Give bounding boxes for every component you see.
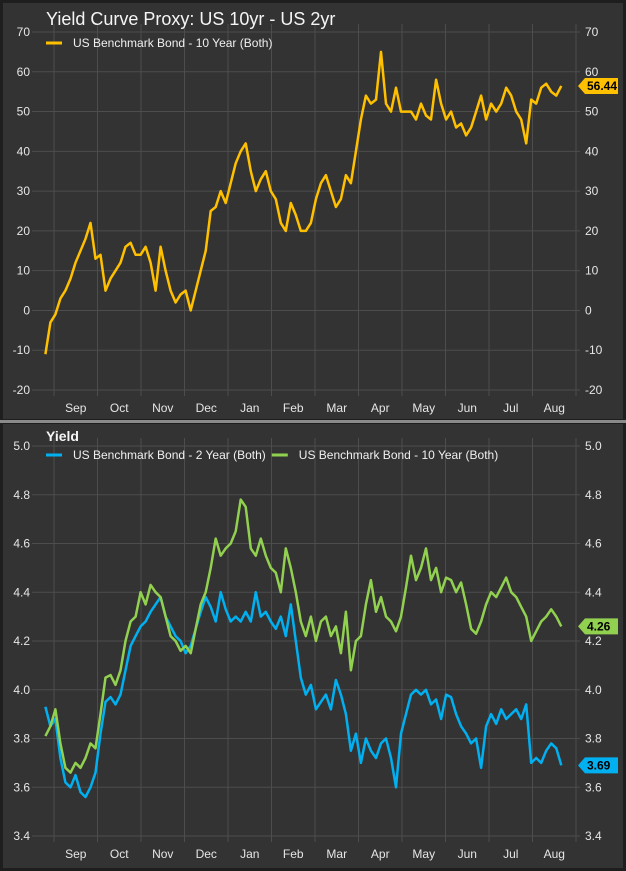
y-tick-label-right: 60 bbox=[585, 65, 599, 79]
y-tick-label-left: 70 bbox=[17, 25, 31, 39]
x-tick-label: May bbox=[412, 401, 435, 415]
y-tick-label-right: 70 bbox=[585, 25, 599, 39]
y-tick-label-right: 3.8 bbox=[585, 732, 602, 746]
legend-label: US Benchmark Bond - 10 Year (Both) bbox=[299, 448, 498, 462]
plot-area bbox=[36, 24, 576, 398]
y-tick-label-right: 4.4 bbox=[585, 585, 602, 599]
panel-divider[interactable] bbox=[0, 420, 626, 423]
x-tick-label: Nov bbox=[152, 401, 173, 415]
x-tick-label: Sep bbox=[65, 847, 87, 861]
y-tick-label-left: 3.4 bbox=[13, 829, 30, 843]
y-tick-label-right: 5.0 bbox=[585, 439, 602, 453]
x-tick-label: Feb bbox=[283, 401, 304, 415]
y-tick-label-left: -20 bbox=[13, 383, 31, 397]
x-tick-label: Oct bbox=[110, 847, 129, 861]
x-tick-label: Jun bbox=[458, 401, 477, 415]
x-tick-label: Mar bbox=[326, 401, 347, 415]
y-tick-label-left: 4.4 bbox=[13, 585, 30, 599]
x-tick-label: Jul bbox=[503, 847, 518, 861]
spread-chart-title: Yield Curve Proxy: US 10yr - US 2yr bbox=[46, 9, 335, 29]
last-value-label: 3.69 bbox=[587, 758, 611, 772]
last-value-badge bbox=[578, 757, 618, 774]
y-tick-label-right: 4.8 bbox=[585, 488, 602, 502]
x-tick-label: Feb bbox=[283, 847, 304, 861]
y-tick-label-left: 10 bbox=[17, 264, 31, 278]
y-tick-label-right: 3.4 bbox=[585, 829, 602, 843]
y-tick-label-left: 20 bbox=[17, 224, 31, 238]
y-tick-label-right: 10 bbox=[585, 264, 599, 278]
y-tick-label-right: -20 bbox=[585, 383, 603, 397]
y-tick-label-left: 3.8 bbox=[13, 732, 30, 746]
x-tick-label: Dec bbox=[196, 847, 217, 861]
last-value-badge bbox=[578, 77, 618, 94]
x-tick-label: Jan bbox=[240, 401, 259, 415]
x-tick-label: Mar bbox=[326, 847, 347, 861]
y-tick-label-left: -10 bbox=[13, 343, 31, 357]
y-tick-label-right: 4.0 bbox=[585, 683, 602, 697]
x-tick-label: Jul bbox=[503, 401, 518, 415]
y-tick-label-left: 4.2 bbox=[13, 634, 30, 648]
y-tick-label-left: 4.0 bbox=[13, 683, 30, 697]
spread-chart: -20 -20 -10 -10 0 0 10 10 20 20 30 30 40 40 50 50 60 60 70… bbox=[13, 24, 618, 415]
x-tick-label: Jan bbox=[240, 847, 259, 861]
y-tick-label-left: 30 bbox=[17, 184, 31, 198]
x-tick-label: Oct bbox=[110, 401, 129, 415]
x-tick-label: May bbox=[412, 847, 435, 861]
y-tick-label-left: 4.6 bbox=[13, 537, 30, 551]
x-tick-label: Aug bbox=[544, 401, 565, 415]
y-tick-label-left: 5.0 bbox=[13, 439, 30, 453]
y-tick-label-left: 3.6 bbox=[13, 780, 30, 794]
y-tick-label-left: 40 bbox=[17, 144, 31, 158]
y-tick-label-right: -10 bbox=[585, 343, 603, 357]
y-tick-label-left: 50 bbox=[17, 105, 31, 119]
last-value-label: 4.26 bbox=[587, 619, 611, 633]
x-tick-label: Apr bbox=[371, 401, 390, 415]
series-line-2 bbox=[44, 498, 563, 774]
y-tick-label-right: 20 bbox=[585, 224, 599, 238]
y-tick-label-right: 4.2 bbox=[585, 634, 602, 648]
y-tick-label-right: 40 bbox=[585, 144, 599, 158]
y-tick-label-right: 50 bbox=[585, 105, 599, 119]
y-tick-label-left: 60 bbox=[17, 65, 31, 79]
yield-chart-title: Yield bbox=[46, 428, 79, 444]
legend-label: US Benchmark Bond - 2 Year (Both) bbox=[73, 448, 266, 462]
y-tick-label-right: 3.6 bbox=[585, 780, 602, 794]
y-tick-label-right: 0 bbox=[585, 303, 592, 317]
series-line-1 bbox=[44, 50, 563, 355]
x-tick-label: Apr bbox=[371, 847, 390, 861]
y-tick-label-right: 30 bbox=[585, 184, 599, 198]
y-tick-label-right: 4.6 bbox=[585, 537, 602, 551]
x-tick-label: Jun bbox=[458, 847, 477, 861]
x-tick-label: Sep bbox=[65, 401, 87, 415]
y-tick-label-left: 0 bbox=[23, 303, 30, 317]
series-line-1 bbox=[44, 590, 563, 799]
y-tick-label-left: 4.8 bbox=[13, 488, 30, 502]
x-tick-label: Aug bbox=[544, 847, 565, 861]
last-value-label: 56.44 bbox=[587, 79, 617, 93]
x-tick-label: Nov bbox=[152, 847, 173, 861]
last-value-badge bbox=[578, 618, 618, 635]
yield-chart: 3.4 3.4 3.6 3.6 3.8 3.8 4.0 4.0 4.2 4.2 4.4 4.4 4.6 4… bbox=[13, 438, 618, 861]
x-tick-label: Dec bbox=[196, 401, 217, 415]
legend-label: US Benchmark Bond - 10 Year (Both) bbox=[73, 36, 272, 50]
